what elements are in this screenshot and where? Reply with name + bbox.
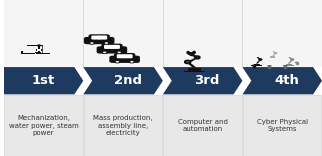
Polygon shape (288, 60, 293, 64)
Circle shape (101, 51, 108, 54)
FancyBboxPatch shape (124, 54, 133, 58)
Bar (283, 65, 294, 66)
FancyBboxPatch shape (84, 37, 114, 44)
Polygon shape (272, 51, 276, 53)
Text: Cyber Physical
Systems: Cyber Physical Systems (257, 119, 308, 132)
Bar (164, 95, 242, 156)
Bar (184, 71, 205, 72)
Circle shape (116, 51, 123, 54)
FancyBboxPatch shape (89, 34, 110, 40)
Polygon shape (242, 67, 322, 94)
Circle shape (38, 45, 40, 46)
Polygon shape (4, 67, 83, 94)
FancyBboxPatch shape (114, 53, 135, 59)
Text: 4th: 4th (274, 74, 299, 87)
Text: 1st: 1st (32, 74, 55, 87)
Bar (42, 46, 43, 53)
Circle shape (90, 42, 94, 44)
Circle shape (128, 60, 135, 63)
Text: 2nd: 2nd (114, 74, 141, 87)
Bar (35, 53, 36, 54)
Circle shape (118, 52, 121, 53)
Text: Mass production,
assembly line,
electricity: Mass production, assembly line, electric… (93, 115, 153, 136)
Polygon shape (83, 67, 163, 94)
Bar (27, 45, 30, 46)
Bar (254, 64, 260, 65)
Bar (27, 45, 43, 46)
FancyBboxPatch shape (109, 56, 140, 63)
Bar (251, 65, 262, 66)
Circle shape (259, 59, 262, 60)
Polygon shape (186, 62, 197, 68)
Bar (35, 52, 41, 53)
Text: Computer and
automation: Computer and automation (178, 119, 228, 132)
Polygon shape (288, 57, 293, 60)
Bar (38, 46, 40, 53)
Circle shape (195, 56, 200, 58)
Polygon shape (256, 60, 261, 64)
Circle shape (274, 53, 277, 54)
Circle shape (103, 41, 110, 45)
FancyBboxPatch shape (97, 46, 127, 54)
Bar (243, 95, 321, 156)
Polygon shape (163, 67, 242, 94)
Bar (4, 0, 322, 67)
Bar (35, 49, 42, 51)
Circle shape (185, 61, 190, 63)
Polygon shape (272, 53, 276, 56)
Bar (270, 56, 275, 58)
Bar (37, 49, 41, 51)
Circle shape (105, 42, 108, 44)
Polygon shape (185, 57, 199, 63)
Text: 3rd: 3rd (194, 74, 220, 87)
Bar (286, 64, 292, 65)
Polygon shape (190, 54, 199, 58)
Bar (4, 95, 83, 156)
FancyBboxPatch shape (117, 54, 126, 58)
Bar (84, 95, 162, 156)
Circle shape (114, 60, 121, 63)
FancyBboxPatch shape (98, 36, 107, 40)
FancyBboxPatch shape (111, 45, 120, 49)
FancyBboxPatch shape (104, 45, 113, 49)
Circle shape (103, 52, 106, 53)
Bar (21, 53, 51, 54)
Circle shape (116, 61, 119, 63)
Circle shape (291, 59, 294, 60)
FancyBboxPatch shape (91, 36, 100, 40)
Polygon shape (256, 57, 261, 60)
Circle shape (130, 61, 134, 63)
Bar (21, 51, 23, 53)
FancyBboxPatch shape (101, 44, 123, 50)
Text: Mechanization,
water power, steam
power: Mechanization, water power, steam power (9, 115, 78, 136)
Bar (188, 68, 201, 71)
Circle shape (89, 41, 95, 45)
